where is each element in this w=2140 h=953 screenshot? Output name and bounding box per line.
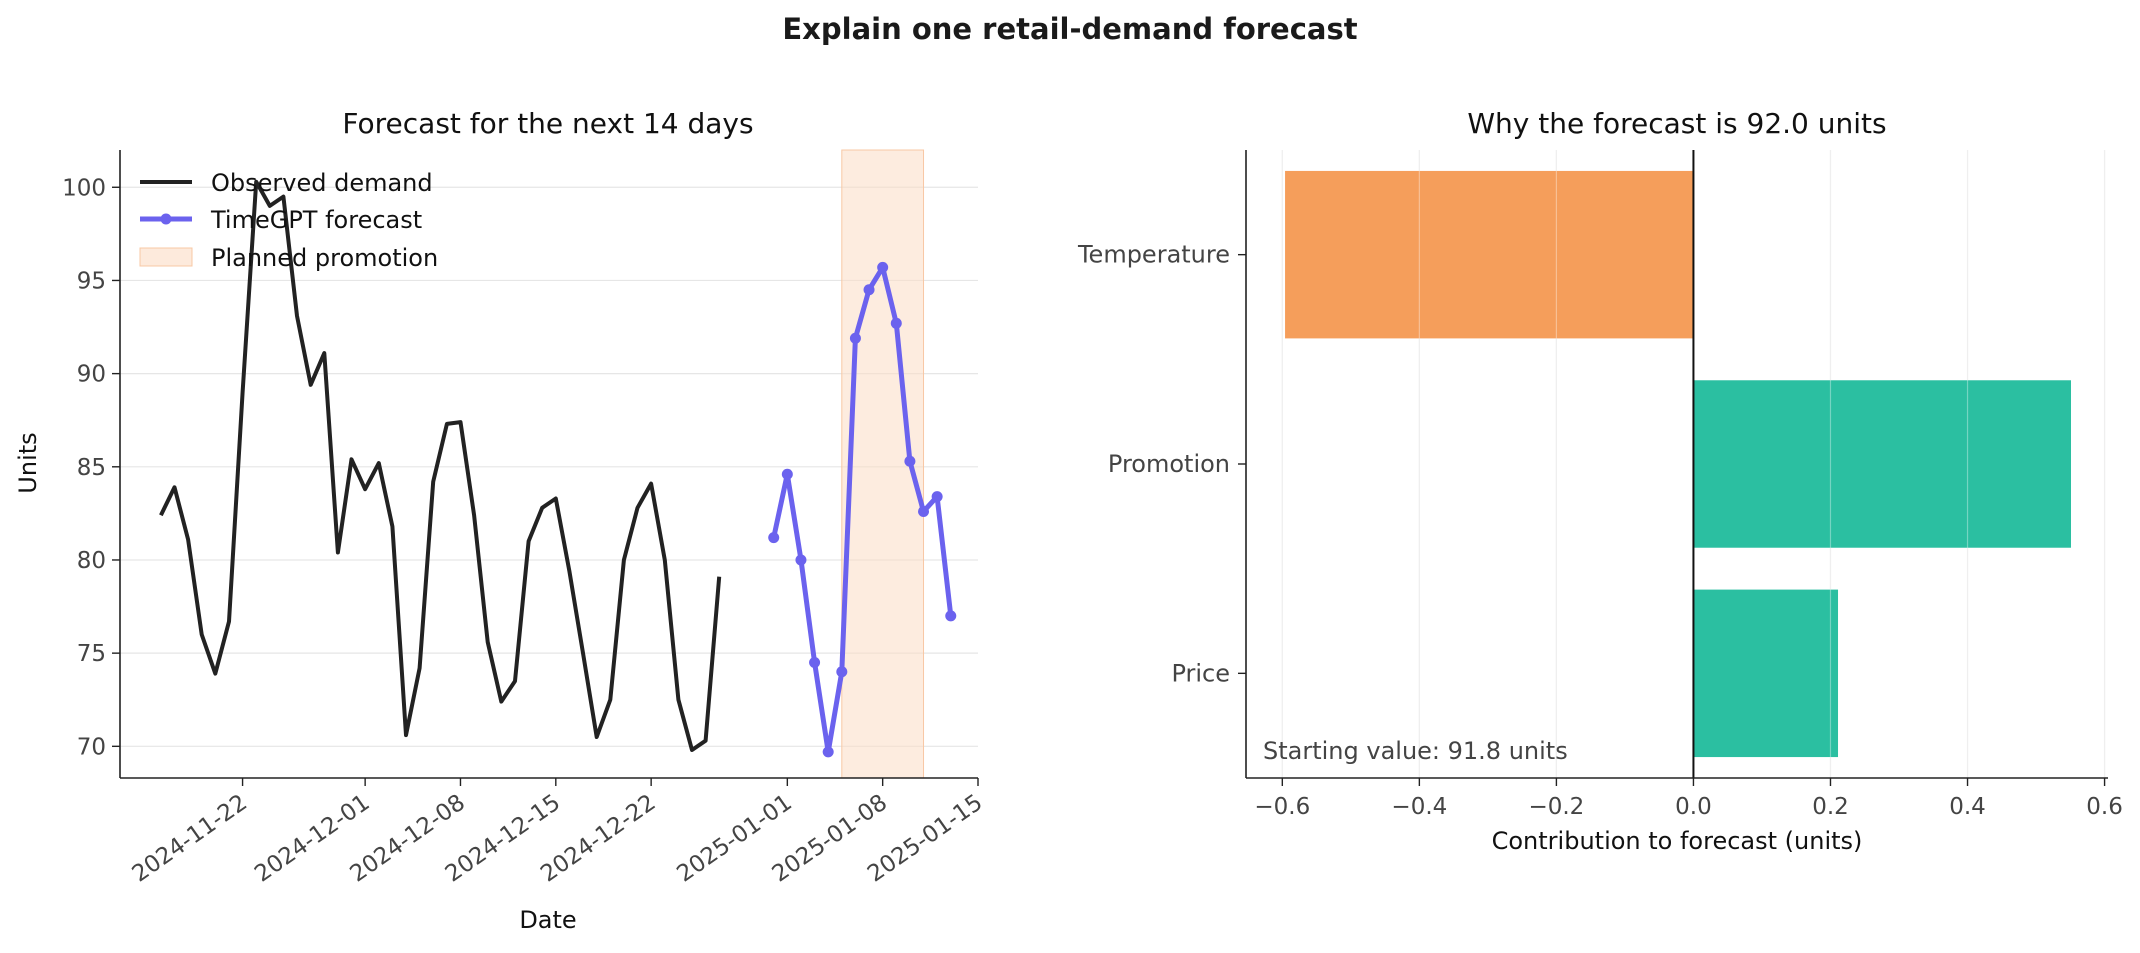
- contribution-bar-promotion: [1693, 380, 2071, 548]
- contribution-chart-x-ticks: −0.6 −0.4 −0.2 0.0 0.2 0.4 0.6: [1254, 778, 2123, 820]
- legend-promotion-swatch: [139, 247, 193, 267]
- forecast-point: [849, 332, 861, 344]
- x-tick-label: −0.4: [1391, 794, 1447, 820]
- forecast-point: [822, 746, 834, 758]
- contribution-chart-categories: Temperature Promotion Price: [1077, 241, 1246, 687]
- forecast-point: [877, 261, 889, 273]
- figure-title: Explain one retail-demand forecast: [782, 12, 1358, 46]
- category-label: Price: [1171, 659, 1230, 687]
- y-tick-label: 100: [62, 175, 106, 201]
- legend-promotion-label: Planned promotion: [211, 244, 438, 272]
- forecast-point: [768, 532, 780, 544]
- forecast-chart-y-ticks: 70 75 80 85 90 95 100: [62, 175, 120, 760]
- forecast-chart-y-axis-label: Units: [14, 432, 42, 493]
- forecast-line-chart: Forecast for the next 14 days 2024-11-22…: [14, 107, 987, 934]
- forecast-point: [863, 284, 875, 296]
- y-tick-label: 75: [77, 641, 106, 667]
- forecast-point: [904, 455, 916, 467]
- x-tick-label: 0.2: [1812, 794, 1849, 820]
- forecast-point: [890, 317, 902, 329]
- x-tick-label: −0.2: [1528, 794, 1584, 820]
- forecast-point: [945, 610, 957, 622]
- x-tick-label: 0.6: [2086, 794, 2123, 820]
- forecast-chart-x-ticks: 2024-11-222024-12-012024-12-082024-12-15…: [128, 778, 987, 888]
- category-label: Temperature: [1077, 241, 1230, 269]
- x-tick-label: 2024-11-22: [128, 790, 252, 888]
- y-tick-label: 80: [77, 548, 106, 574]
- contribution-bar-chart: Why the forecast is 92.0 units −0.6 −0.4−…: [1077, 107, 2123, 855]
- y-tick-label: 70: [77, 734, 106, 760]
- forecast-point: [931, 491, 943, 503]
- timegpt-forecast-line: [771, 264, 954, 755]
- category-label: Promotion: [1108, 450, 1230, 478]
- legend-observed-label: Observed demand: [211, 169, 433, 197]
- forecast-chart-legend: Observed demand TimeGPT forecast Planned…: [139, 169, 438, 272]
- legend-forecast-marker: [160, 213, 172, 225]
- starting-value-annotation: Starting value: 91.8 units: [1263, 737, 1568, 765]
- contribution-chart-x-axis-label: Contribution to forecast (units): [1492, 827, 1863, 855]
- y-tick-label: 95: [77, 268, 106, 294]
- y-tick-label: 85: [77, 455, 106, 481]
- forecast-point: [795, 554, 807, 566]
- contribution-chart-bars: [1281, 150, 2106, 778]
- contribution-bar-temperature: [1285, 170, 1694, 339]
- forecast-chart-series: [159, 179, 957, 758]
- forecast-point: [781, 468, 793, 480]
- forecast-chart-title: Forecast for the next 14 days: [342, 107, 753, 140]
- x-tick-label: 0.0: [1675, 794, 1712, 820]
- forecast-point: [809, 656, 821, 668]
- contribution-chart-title: Why the forecast is 92.0 units: [1467, 107, 1886, 140]
- forecast-chart-gridlines: [120, 186, 978, 747]
- observed-demand-line: [159, 179, 722, 752]
- forecast-point: [836, 666, 848, 678]
- y-tick-label: 90: [77, 362, 106, 388]
- x-tick-label: 0.4: [1949, 794, 1986, 820]
- contribution-bar-price: [1693, 589, 1839, 758]
- forecast-chart-axes: [119, 150, 978, 779]
- forecast-chart-x-axis-label: Date: [519, 906, 576, 934]
- legend-forecast-label: TimeGPT forecast: [210, 206, 422, 234]
- x-tick-label: −0.6: [1254, 794, 1310, 820]
- forecast-point: [918, 506, 930, 518]
